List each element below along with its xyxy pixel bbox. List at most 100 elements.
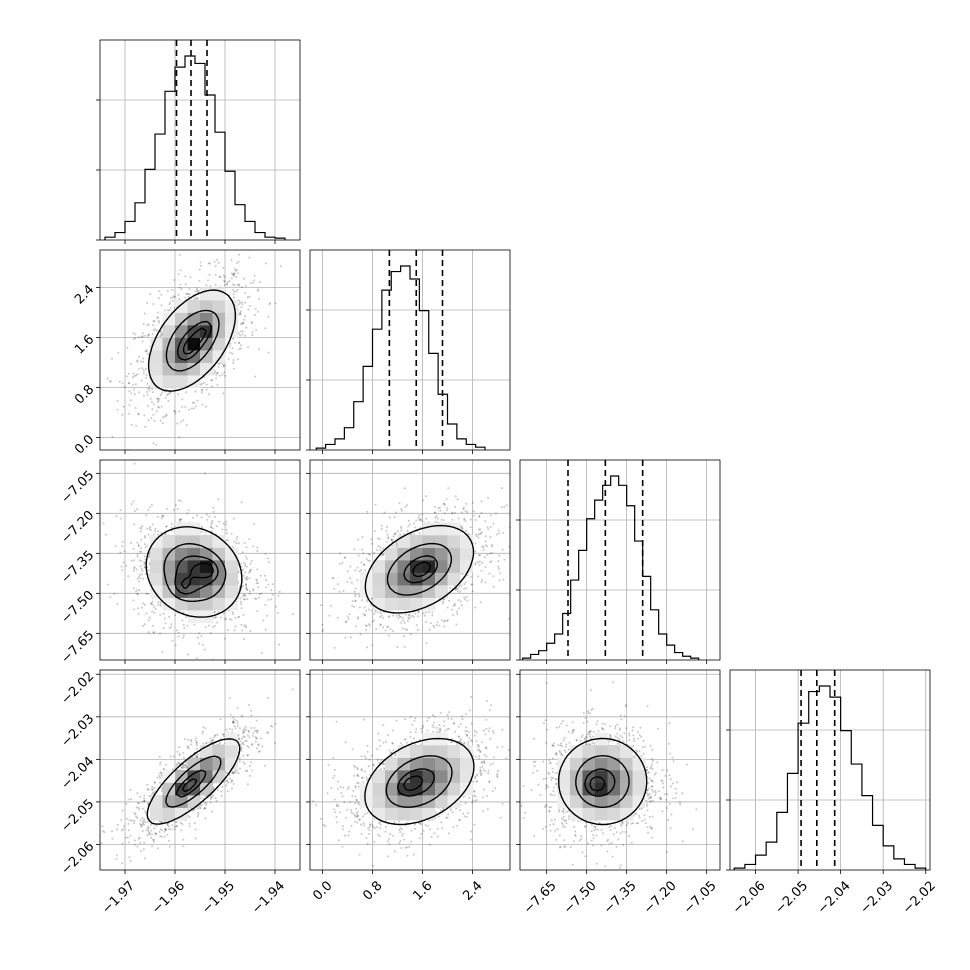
sample-point bbox=[347, 617, 350, 620]
sample-point bbox=[354, 593, 357, 596]
sample-point bbox=[116, 603, 119, 605]
contour-level-0 bbox=[145, 526, 243, 618]
sample-point bbox=[186, 293, 189, 296]
sample-point bbox=[264, 604, 267, 606]
sample-point bbox=[160, 771, 162, 774]
sample-point bbox=[246, 296, 249, 299]
sample-point bbox=[125, 375, 128, 378]
density-cell bbox=[410, 572, 423, 586]
sample-point bbox=[442, 600, 445, 603]
hist-frame-2 bbox=[519, 459, 721, 661]
sample-point bbox=[190, 743, 193, 746]
sample-point bbox=[143, 818, 146, 821]
sample-point bbox=[168, 392, 171, 395]
sample-point bbox=[497, 560, 500, 562]
sample-point bbox=[244, 285, 247, 287]
sample-point bbox=[153, 419, 156, 422]
sample-point bbox=[236, 288, 239, 291]
sample-point bbox=[245, 626, 248, 629]
sample-point bbox=[424, 495, 427, 498]
sample-point bbox=[255, 719, 258, 722]
density-cell bbox=[397, 535, 411, 548]
sample-point bbox=[346, 615, 349, 618]
sample-point bbox=[244, 725, 247, 728]
sample-point bbox=[182, 751, 185, 754]
sample-point bbox=[209, 285, 212, 288]
sample-point bbox=[407, 525, 410, 528]
sample-point bbox=[258, 750, 260, 753]
sample-point bbox=[189, 276, 192, 279]
sample-point bbox=[367, 559, 370, 562]
sample-point bbox=[266, 696, 269, 699]
sample-point bbox=[267, 315, 270, 318]
density-cell bbox=[187, 597, 201, 611]
sample-point bbox=[136, 360, 139, 363]
sample-point bbox=[501, 487, 504, 490]
sample-point bbox=[382, 626, 384, 629]
sample-point bbox=[201, 643, 204, 646]
sample-point bbox=[242, 568, 245, 571]
sample-point bbox=[360, 561, 363, 564]
sample-point bbox=[201, 403, 204, 406]
sample-point bbox=[152, 320, 155, 323]
sample-point bbox=[158, 406, 160, 409]
sample-point bbox=[146, 324, 149, 327]
sample-point bbox=[225, 282, 228, 285]
sample-point bbox=[206, 518, 209, 521]
sample-point bbox=[152, 329, 155, 332]
sample-point bbox=[400, 508, 403, 510]
density-cell bbox=[187, 337, 201, 351]
sample-point bbox=[477, 575, 480, 578]
sample-point bbox=[228, 280, 231, 283]
sample-point bbox=[184, 275, 187, 278]
sample-point bbox=[147, 333, 150, 336]
sample-point bbox=[159, 394, 162, 397]
sample-point bbox=[223, 247, 225, 249]
sample-point bbox=[214, 371, 217, 374]
sample-point bbox=[152, 840, 155, 843]
hist-panel-1 bbox=[306, 249, 511, 451]
sample-point bbox=[148, 573, 151, 576]
sample-point bbox=[371, 542, 373, 545]
sample-point bbox=[377, 537, 379, 540]
sample-point bbox=[232, 720, 235, 723]
sample-point bbox=[156, 311, 159, 314]
sample-point bbox=[257, 582, 259, 584]
sample-point bbox=[172, 508, 175, 511]
sample-point bbox=[128, 382, 131, 385]
sample-point bbox=[362, 552, 365, 555]
sample-point bbox=[180, 829, 183, 832]
sample-point bbox=[459, 590, 462, 593]
sample-point bbox=[453, 511, 456, 514]
sample-point bbox=[400, 509, 403, 512]
sample-point bbox=[137, 391, 140, 394]
sample-point bbox=[386, 533, 389, 536]
sample-point bbox=[490, 560, 493, 563]
sample-point bbox=[394, 531, 397, 534]
sample-point bbox=[248, 256, 251, 259]
sample-point bbox=[443, 512, 446, 515]
sample-point bbox=[379, 615, 382, 618]
sample-point bbox=[136, 555, 139, 558]
sample-point bbox=[452, 604, 455, 607]
sample-point bbox=[464, 520, 467, 523]
sample-point bbox=[147, 788, 150, 791]
sample-point bbox=[388, 516, 391, 519]
sample-point bbox=[147, 333, 150, 336]
sample-point bbox=[480, 569, 483, 572]
sample-point bbox=[252, 281, 255, 284]
sample-point bbox=[249, 774, 251, 777]
sample-point bbox=[182, 845, 185, 848]
sample-point bbox=[217, 261, 220, 264]
sample-point bbox=[266, 557, 269, 560]
sample-point bbox=[245, 326, 248, 329]
sample-point bbox=[168, 615, 171, 618]
sample-point bbox=[251, 734, 254, 737]
sample-point bbox=[136, 592, 139, 595]
pair-content bbox=[320, 487, 510, 649]
sample-point bbox=[244, 291, 247, 294]
sample-point bbox=[208, 515, 211, 518]
sample-point bbox=[176, 422, 179, 425]
sample-point bbox=[233, 771, 236, 774]
sample-point bbox=[454, 495, 457, 498]
